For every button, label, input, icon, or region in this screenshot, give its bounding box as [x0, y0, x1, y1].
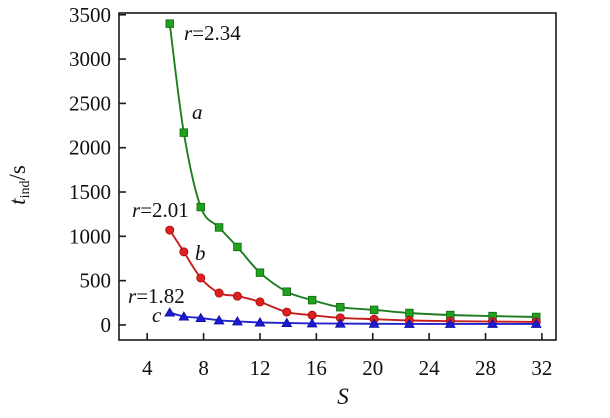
series-a-marker	[165, 19, 174, 28]
series-c-markers	[164, 307, 542, 328]
x-axis-label: S	[337, 384, 349, 409]
series-c-marker	[368, 318, 380, 328]
plot-frame	[118, 12, 557, 341]
x-tick-label: 24	[419, 356, 441, 380]
series-c-marker	[231, 315, 243, 326]
series-c-marker	[530, 318, 542, 328]
series-a-marker	[336, 303, 345, 312]
series-c-marker	[403, 318, 415, 328]
series-c-marker	[213, 314, 225, 325]
series-b-marker	[282, 307, 292, 317]
x-tick-label: 4	[142, 356, 153, 380]
series-a-marker	[255, 268, 265, 277]
x-tick-label: 32	[531, 356, 552, 380]
annotation-r-2.34: r=2.34	[184, 21, 241, 45]
series-c-marker	[178, 311, 190, 321]
series-a-marker	[233, 242, 242, 252]
y-axis-label: tind/s	[5, 165, 33, 205]
x-tick-label: 8	[198, 356, 209, 380]
series-b-marker	[232, 291, 242, 301]
series-c-marker	[254, 317, 266, 327]
x-tick-label: 12	[249, 356, 270, 380]
y-tick-label: 0	[101, 313, 112, 337]
y-tick-label: 500	[80, 269, 112, 293]
series-b-marker	[255, 297, 265, 307]
annotation-r-2.01: r=2.01	[132, 198, 189, 222]
series-c-marker	[444, 318, 456, 328]
series-c-marker	[334, 318, 346, 328]
series-c-marker	[306, 318, 318, 328]
series-c-marker	[164, 307, 176, 317]
series-a-markers	[165, 19, 541, 322]
annotation-a: a	[192, 100, 203, 124]
x-tick-label: 16	[306, 356, 327, 380]
series-a-marker	[196, 202, 205, 212]
series-a-marker	[307, 295, 317, 305]
series-a-marker	[179, 128, 189, 137]
series-a-marker	[405, 308, 414, 318]
series-c-marker	[195, 312, 207, 323]
series-b-marker	[214, 288, 224, 298]
y-tick-label: 3500	[69, 3, 111, 27]
series-a-marker	[282, 287, 291, 296]
series-b-marker	[179, 247, 189, 257]
series-c-marker	[487, 318, 499, 328]
annotation-r-1.82: r=1.82	[128, 284, 185, 308]
y-tick-label: 2000	[69, 136, 111, 160]
series-a-marker	[369, 305, 379, 315]
series-c-marker	[281, 317, 293, 327]
y-tick-label: 1000	[69, 224, 111, 248]
series-a-marker	[214, 223, 224, 232]
series-c	[164, 307, 542, 328]
annotation-b: b	[195, 241, 206, 265]
y-tick-label: 3000	[69, 47, 111, 71]
y-tick-label: 2500	[69, 91, 111, 115]
y-tick-label: 1500	[69, 180, 111, 204]
x-tick-label: 28	[475, 356, 496, 380]
x-tick-label: 20	[362, 356, 383, 380]
series-b-marker	[196, 273, 206, 283]
annotation-c: c	[152, 303, 162, 327]
series-a	[165, 19, 541, 322]
series-b-marker	[165, 225, 175, 235]
